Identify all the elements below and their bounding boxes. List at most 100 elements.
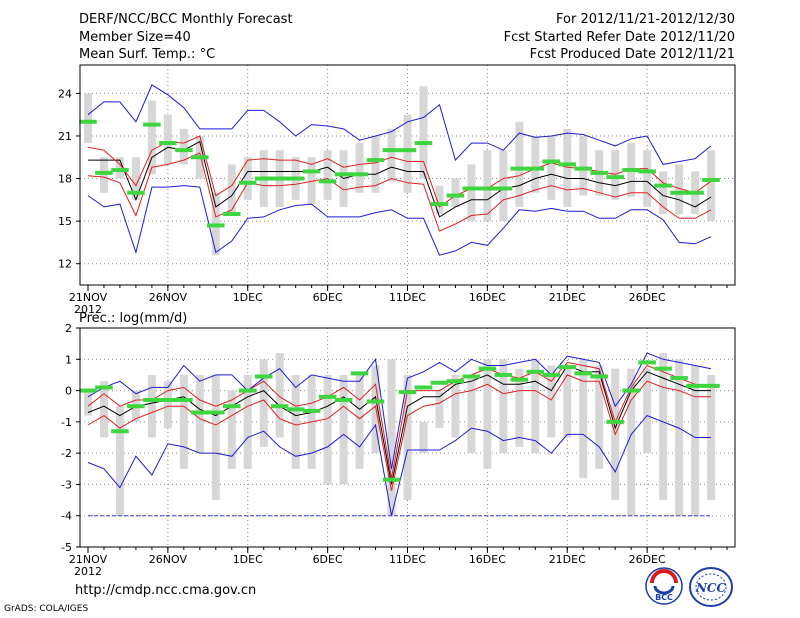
spread-box bbox=[483, 359, 492, 469]
ensemble-mean-marker bbox=[414, 141, 433, 146]
ensemble-mean-marker bbox=[350, 172, 369, 177]
ensemble-mean-marker bbox=[111, 168, 129, 173]
ensemble-mean-marker bbox=[510, 377, 529, 382]
spread-box bbox=[643, 368, 652, 454]
x-tick-label: 21NOV bbox=[69, 553, 108, 566]
ensemble-mean-marker bbox=[318, 394, 337, 399]
ensemble-mean-marker bbox=[590, 374, 608, 379]
spread-box bbox=[131, 157, 140, 200]
ensemble-mean-marker bbox=[159, 141, 177, 146]
y-tick-label: -3 bbox=[61, 478, 72, 491]
ensemble-mean-marker bbox=[254, 374, 273, 379]
ensemble-mean-marker bbox=[127, 404, 145, 409]
spread-box bbox=[371, 365, 380, 454]
ensemble-mean-marker bbox=[638, 360, 656, 365]
x-tick-label: 11DEC bbox=[389, 553, 426, 566]
ensemble-mean-marker bbox=[558, 365, 577, 370]
ensemble-mean-marker bbox=[574, 166, 593, 171]
spread-box bbox=[163, 114, 172, 165]
ensemble-mean-marker bbox=[302, 408, 321, 413]
ensemble-mean-marker bbox=[366, 158, 385, 163]
spread-box bbox=[435, 390, 444, 429]
bcc-logo-text: BCC bbox=[655, 593, 673, 602]
x-tick-label: 26DEC bbox=[629, 553, 666, 566]
spread-box bbox=[307, 157, 316, 205]
spread-box bbox=[99, 157, 108, 193]
spread-box bbox=[531, 359, 540, 454]
ensemble-mean-marker bbox=[478, 366, 497, 371]
spread-box bbox=[403, 114, 412, 193]
x-tick-label: 1DEC bbox=[233, 553, 263, 566]
ensemble-mean-marker bbox=[462, 374, 481, 379]
spread-box bbox=[691, 365, 700, 516]
x-tick-label: 16DEC bbox=[469, 553, 506, 566]
ensemble-mean-marker bbox=[478, 186, 497, 191]
spread-box bbox=[579, 135, 588, 196]
spread-box bbox=[611, 150, 620, 200]
ensemble-mean-marker bbox=[159, 397, 177, 402]
ensemble-mean-marker bbox=[207, 223, 225, 228]
x-tick-label: 6DEC bbox=[313, 291, 343, 304]
spread-box bbox=[531, 135, 540, 193]
spread-box bbox=[83, 93, 92, 144]
ensemble-mean-marker bbox=[191, 410, 209, 415]
ensemble-mean-marker bbox=[526, 369, 545, 374]
spread-box bbox=[323, 150, 332, 200]
ensemble-mean-marker bbox=[462, 186, 481, 191]
ensemble-mean-marker bbox=[494, 372, 513, 377]
ensemble-mean-marker bbox=[622, 388, 640, 393]
spread-box bbox=[435, 185, 444, 215]
ensemble-mean-marker bbox=[382, 477, 401, 482]
spread-box bbox=[211, 374, 220, 501]
ensemble-mean-marker bbox=[446, 193, 465, 198]
ensemble-mean-marker bbox=[702, 177, 720, 182]
spread-box bbox=[547, 135, 556, 200]
ensemble-mean-marker bbox=[79, 388, 97, 393]
spread-box bbox=[147, 100, 156, 175]
spread-box bbox=[707, 374, 716, 501]
ensemble-mean-marker bbox=[238, 388, 257, 393]
ensemble-min-line bbox=[87, 185, 712, 256]
ensemble-mean-marker bbox=[334, 172, 353, 177]
temperature-variable-label: Mean Surf. Temp.: °C bbox=[79, 47, 216, 62]
ensemble-mean-marker bbox=[254, 176, 273, 181]
spread-box bbox=[451, 178, 460, 207]
spread-box bbox=[547, 365, 556, 438]
ensemble-min-line bbox=[87, 415, 711, 516]
x-tick-label: 21DEC bbox=[549, 553, 586, 566]
ensemble-mean-marker bbox=[638, 169, 656, 174]
ensemble-mean-marker bbox=[654, 183, 672, 188]
ensemble-mean-marker bbox=[590, 170, 608, 175]
x-tick-label: 26NOV bbox=[149, 553, 188, 566]
ensemble-mean-marker bbox=[382, 148, 401, 153]
ensemble-mean-marker bbox=[558, 162, 577, 167]
spread-box bbox=[707, 150, 716, 222]
y-tick-label: -1 bbox=[61, 416, 72, 429]
ensemble-mean-marker bbox=[414, 385, 433, 390]
ensemble-mean-marker bbox=[398, 148, 417, 153]
x-tick-label: 16DEC bbox=[469, 291, 506, 304]
forecast-produced-label: Fcst Produced Date 2012/11/21 bbox=[529, 47, 735, 62]
ensemble-mean-marker bbox=[270, 176, 289, 181]
spread-box bbox=[483, 150, 492, 222]
ensemble-mean-marker bbox=[270, 404, 289, 409]
spread-box bbox=[291, 374, 300, 469]
spread-box bbox=[259, 359, 268, 447]
ensemble-mean-marker bbox=[222, 404, 241, 409]
ensemble-mean-marker bbox=[95, 170, 113, 175]
ensemble-mean-marker bbox=[207, 410, 225, 415]
ensemble-mean-marker bbox=[446, 379, 465, 384]
spread-box bbox=[387, 359, 396, 516]
y-tick-label: -5 bbox=[61, 541, 72, 554]
y-tick-label: 0 bbox=[65, 385, 72, 398]
spread-box bbox=[627, 368, 636, 516]
spread-box bbox=[387, 128, 396, 182]
grads-credit: GrADS: COLA/IGES bbox=[4, 604, 89, 614]
spread-box bbox=[419, 421, 428, 454]
ensemble-median-line bbox=[87, 364, 711, 485]
ncc-logo-text: NCC bbox=[695, 581, 727, 595]
ensemble-mean-marker bbox=[111, 429, 129, 434]
